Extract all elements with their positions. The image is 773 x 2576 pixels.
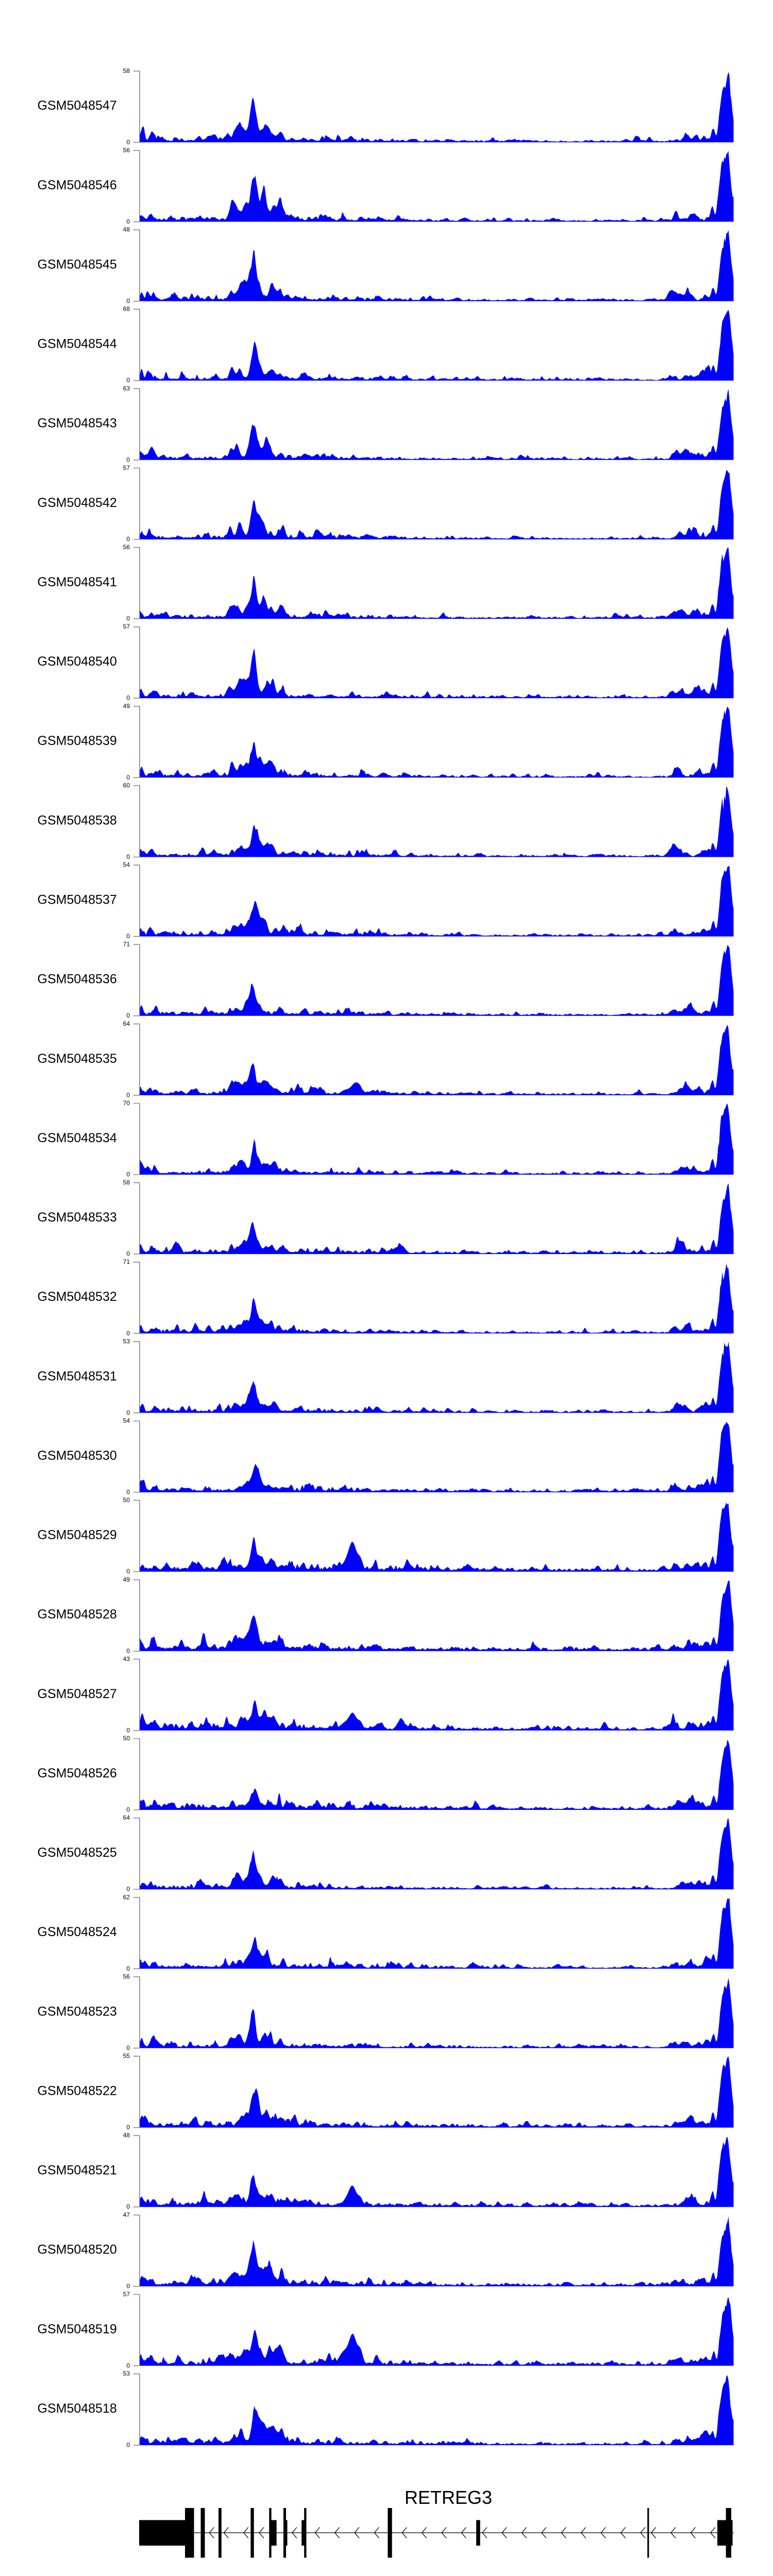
svg-text:GSM5048538: GSM5048538: [38, 813, 117, 827]
svg-text:0: 0: [126, 456, 130, 463]
svg-text:0: 0: [126, 2203, 130, 2210]
svg-text:GSM5048544: GSM5048544: [38, 337, 117, 351]
svg-text:GSM5048525: GSM5048525: [38, 1845, 117, 1860]
svg-text:68: 68: [123, 306, 130, 313]
svg-text:47: 47: [123, 2211, 130, 2218]
svg-text:GSM5048545: GSM5048545: [38, 258, 117, 272]
svg-text:0: 0: [126, 1965, 130, 1972]
svg-text:57: 57: [123, 464, 130, 471]
svg-text:GSM5048519: GSM5048519: [38, 2322, 117, 2336]
svg-text:GSM5048543: GSM5048543: [38, 416, 117, 431]
svg-text:RETREG3: RETREG3: [405, 2487, 492, 2508]
svg-text:48: 48: [123, 2132, 130, 2139]
svg-text:63: 63: [123, 385, 130, 392]
svg-text:0: 0: [126, 1012, 130, 1019]
svg-text:GSM5048539: GSM5048539: [38, 734, 117, 748]
svg-text:60: 60: [123, 782, 130, 789]
svg-text:GSM5048537: GSM5048537: [38, 893, 117, 907]
svg-text:56: 56: [123, 544, 130, 551]
svg-text:0: 0: [126, 1806, 130, 1814]
svg-text:53: 53: [123, 2370, 130, 2377]
svg-text:64: 64: [123, 1814, 130, 1821]
svg-text:GSM5048540: GSM5048540: [38, 654, 117, 669]
svg-text:GSM5048527: GSM5048527: [38, 1687, 117, 1701]
svg-text:62: 62: [123, 1893, 130, 1901]
svg-text:0: 0: [126, 774, 130, 781]
svg-text:GSM5048535: GSM5048535: [38, 1052, 117, 1066]
svg-text:GSM5048533: GSM5048533: [38, 1210, 117, 1225]
svg-text:57: 57: [123, 2291, 130, 2298]
svg-text:50: 50: [123, 1735, 130, 1742]
svg-text:56: 56: [123, 146, 130, 154]
svg-text:0: 0: [126, 139, 130, 146]
svg-text:GSM5048529: GSM5048529: [38, 1528, 117, 1543]
svg-text:0: 0: [126, 615, 130, 622]
svg-text:0: 0: [126, 1568, 130, 1575]
svg-text:0: 0: [126, 853, 130, 860]
svg-text:0: 0: [126, 1886, 130, 1893]
svg-text:49: 49: [123, 702, 130, 709]
svg-text:70: 70: [123, 1099, 130, 1107]
svg-text:0: 0: [126, 218, 130, 225]
svg-text:0: 0: [126, 2282, 130, 2290]
svg-text:GSM5048531: GSM5048531: [38, 1369, 117, 1383]
svg-text:71: 71: [123, 1258, 130, 1265]
svg-text:0: 0: [126, 933, 130, 940]
svg-text:GSM5048526: GSM5048526: [38, 1766, 117, 1781]
svg-text:0: 0: [126, 2362, 130, 2369]
svg-text:GSM5048528: GSM5048528: [38, 1607, 117, 1622]
svg-text:GSM5048524: GSM5048524: [38, 1925, 117, 1939]
svg-text:57: 57: [123, 623, 130, 630]
svg-text:GSM5048523: GSM5048523: [38, 2004, 117, 2019]
svg-text:0: 0: [126, 1330, 130, 1337]
svg-text:71: 71: [123, 941, 130, 948]
svg-text:GSM5048522: GSM5048522: [38, 2084, 117, 2098]
svg-text:GSM5048530: GSM5048530: [38, 1448, 117, 1463]
svg-text:58: 58: [123, 1179, 130, 1186]
svg-text:58: 58: [123, 67, 130, 74]
svg-text:49: 49: [123, 1576, 130, 1583]
svg-text:GSM5048547: GSM5048547: [38, 98, 117, 113]
svg-text:GSM5048534: GSM5048534: [38, 1131, 117, 1145]
svg-text:0: 0: [126, 536, 130, 543]
svg-text:0: 0: [126, 1171, 130, 1178]
svg-text:GSM5048546: GSM5048546: [38, 178, 117, 192]
svg-text:0: 0: [126, 1647, 130, 1654]
svg-text:50: 50: [123, 1497, 130, 1504]
svg-text:GSM5048542: GSM5048542: [38, 496, 117, 510]
svg-text:53: 53: [123, 1337, 130, 1345]
svg-text:0: 0: [126, 1091, 130, 1098]
svg-text:0: 0: [126, 2124, 130, 2131]
svg-text:GSM5048518: GSM5048518: [38, 2401, 117, 2416]
svg-text:0: 0: [126, 2044, 130, 2052]
svg-text:GSM5048541: GSM5048541: [38, 575, 117, 589]
svg-text:0: 0: [126, 1250, 130, 1258]
svg-text:0: 0: [126, 1409, 130, 1416]
svg-text:0: 0: [126, 1488, 130, 1496]
svg-text:0: 0: [126, 377, 130, 384]
svg-text:43: 43: [123, 1655, 130, 1663]
svg-text:54: 54: [123, 1417, 130, 1425]
svg-text:0: 0: [126, 694, 130, 702]
svg-text:0: 0: [126, 297, 130, 304]
svg-text:0: 0: [126, 1726, 130, 1734]
svg-text:GSM5048532: GSM5048532: [38, 1290, 117, 1304]
svg-text:GSM5048521: GSM5048521: [38, 2163, 117, 2178]
svg-text:GSM5048520: GSM5048520: [38, 2243, 117, 2257]
svg-text:48: 48: [123, 226, 130, 233]
svg-text:0: 0: [126, 2442, 130, 2449]
svg-text:54: 54: [123, 861, 130, 869]
svg-text:56: 56: [123, 1973, 130, 1980]
svg-text:64: 64: [123, 1020, 130, 1027]
svg-text:GSM5048536: GSM5048536: [38, 972, 117, 987]
svg-text:55: 55: [123, 2053, 130, 2060]
